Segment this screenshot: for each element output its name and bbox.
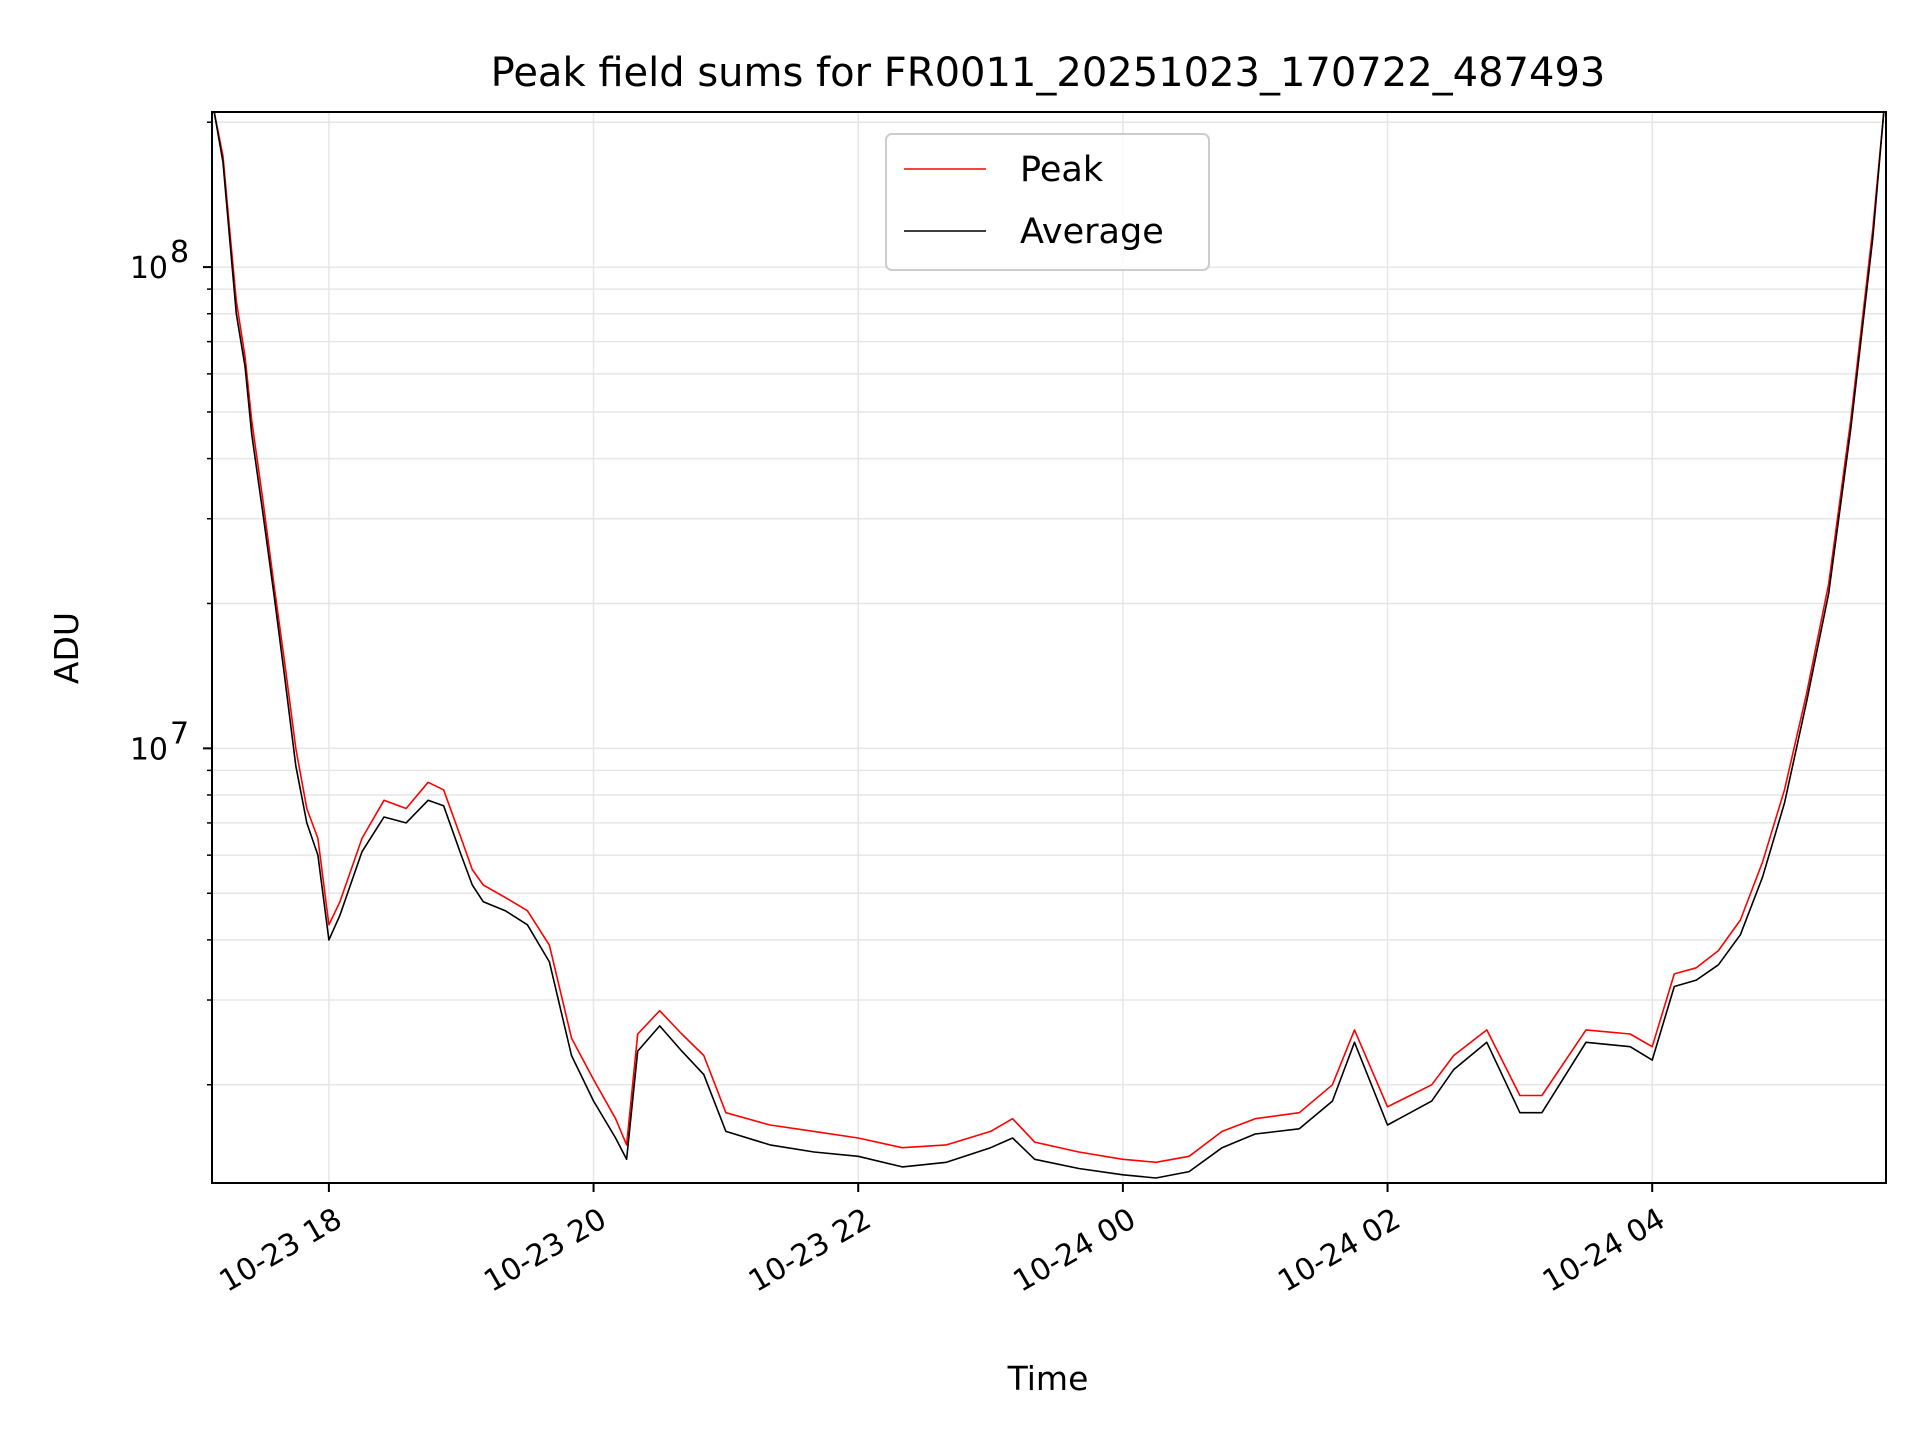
y-axis-label: ADU bbox=[47, 612, 86, 684]
series-line-peak bbox=[213, 111, 1885, 1164]
y-tick-label-exponent: 8 bbox=[170, 235, 189, 270]
chart-title: Peak field sums for FR0011_20251023_1707… bbox=[491, 50, 1606, 96]
y-tick-label-exponent: 7 bbox=[170, 716, 189, 751]
grid bbox=[212, 112, 1886, 1183]
legend-box bbox=[885, 133, 1210, 271]
x-axis-label: Time bbox=[1007, 1359, 1089, 1398]
series-line-average bbox=[213, 111, 1885, 1179]
series-layer bbox=[213, 111, 1885, 1179]
plot-frame bbox=[211, 111, 1887, 1184]
legend-label-average: Average bbox=[1020, 212, 1164, 252]
legend: Peak Average bbox=[885, 133, 1210, 271]
y-tick-label: 10 bbox=[130, 732, 168, 767]
legend-label-peak: Peak bbox=[1020, 150, 1104, 190]
y-tick-label: 10 bbox=[130, 251, 168, 286]
